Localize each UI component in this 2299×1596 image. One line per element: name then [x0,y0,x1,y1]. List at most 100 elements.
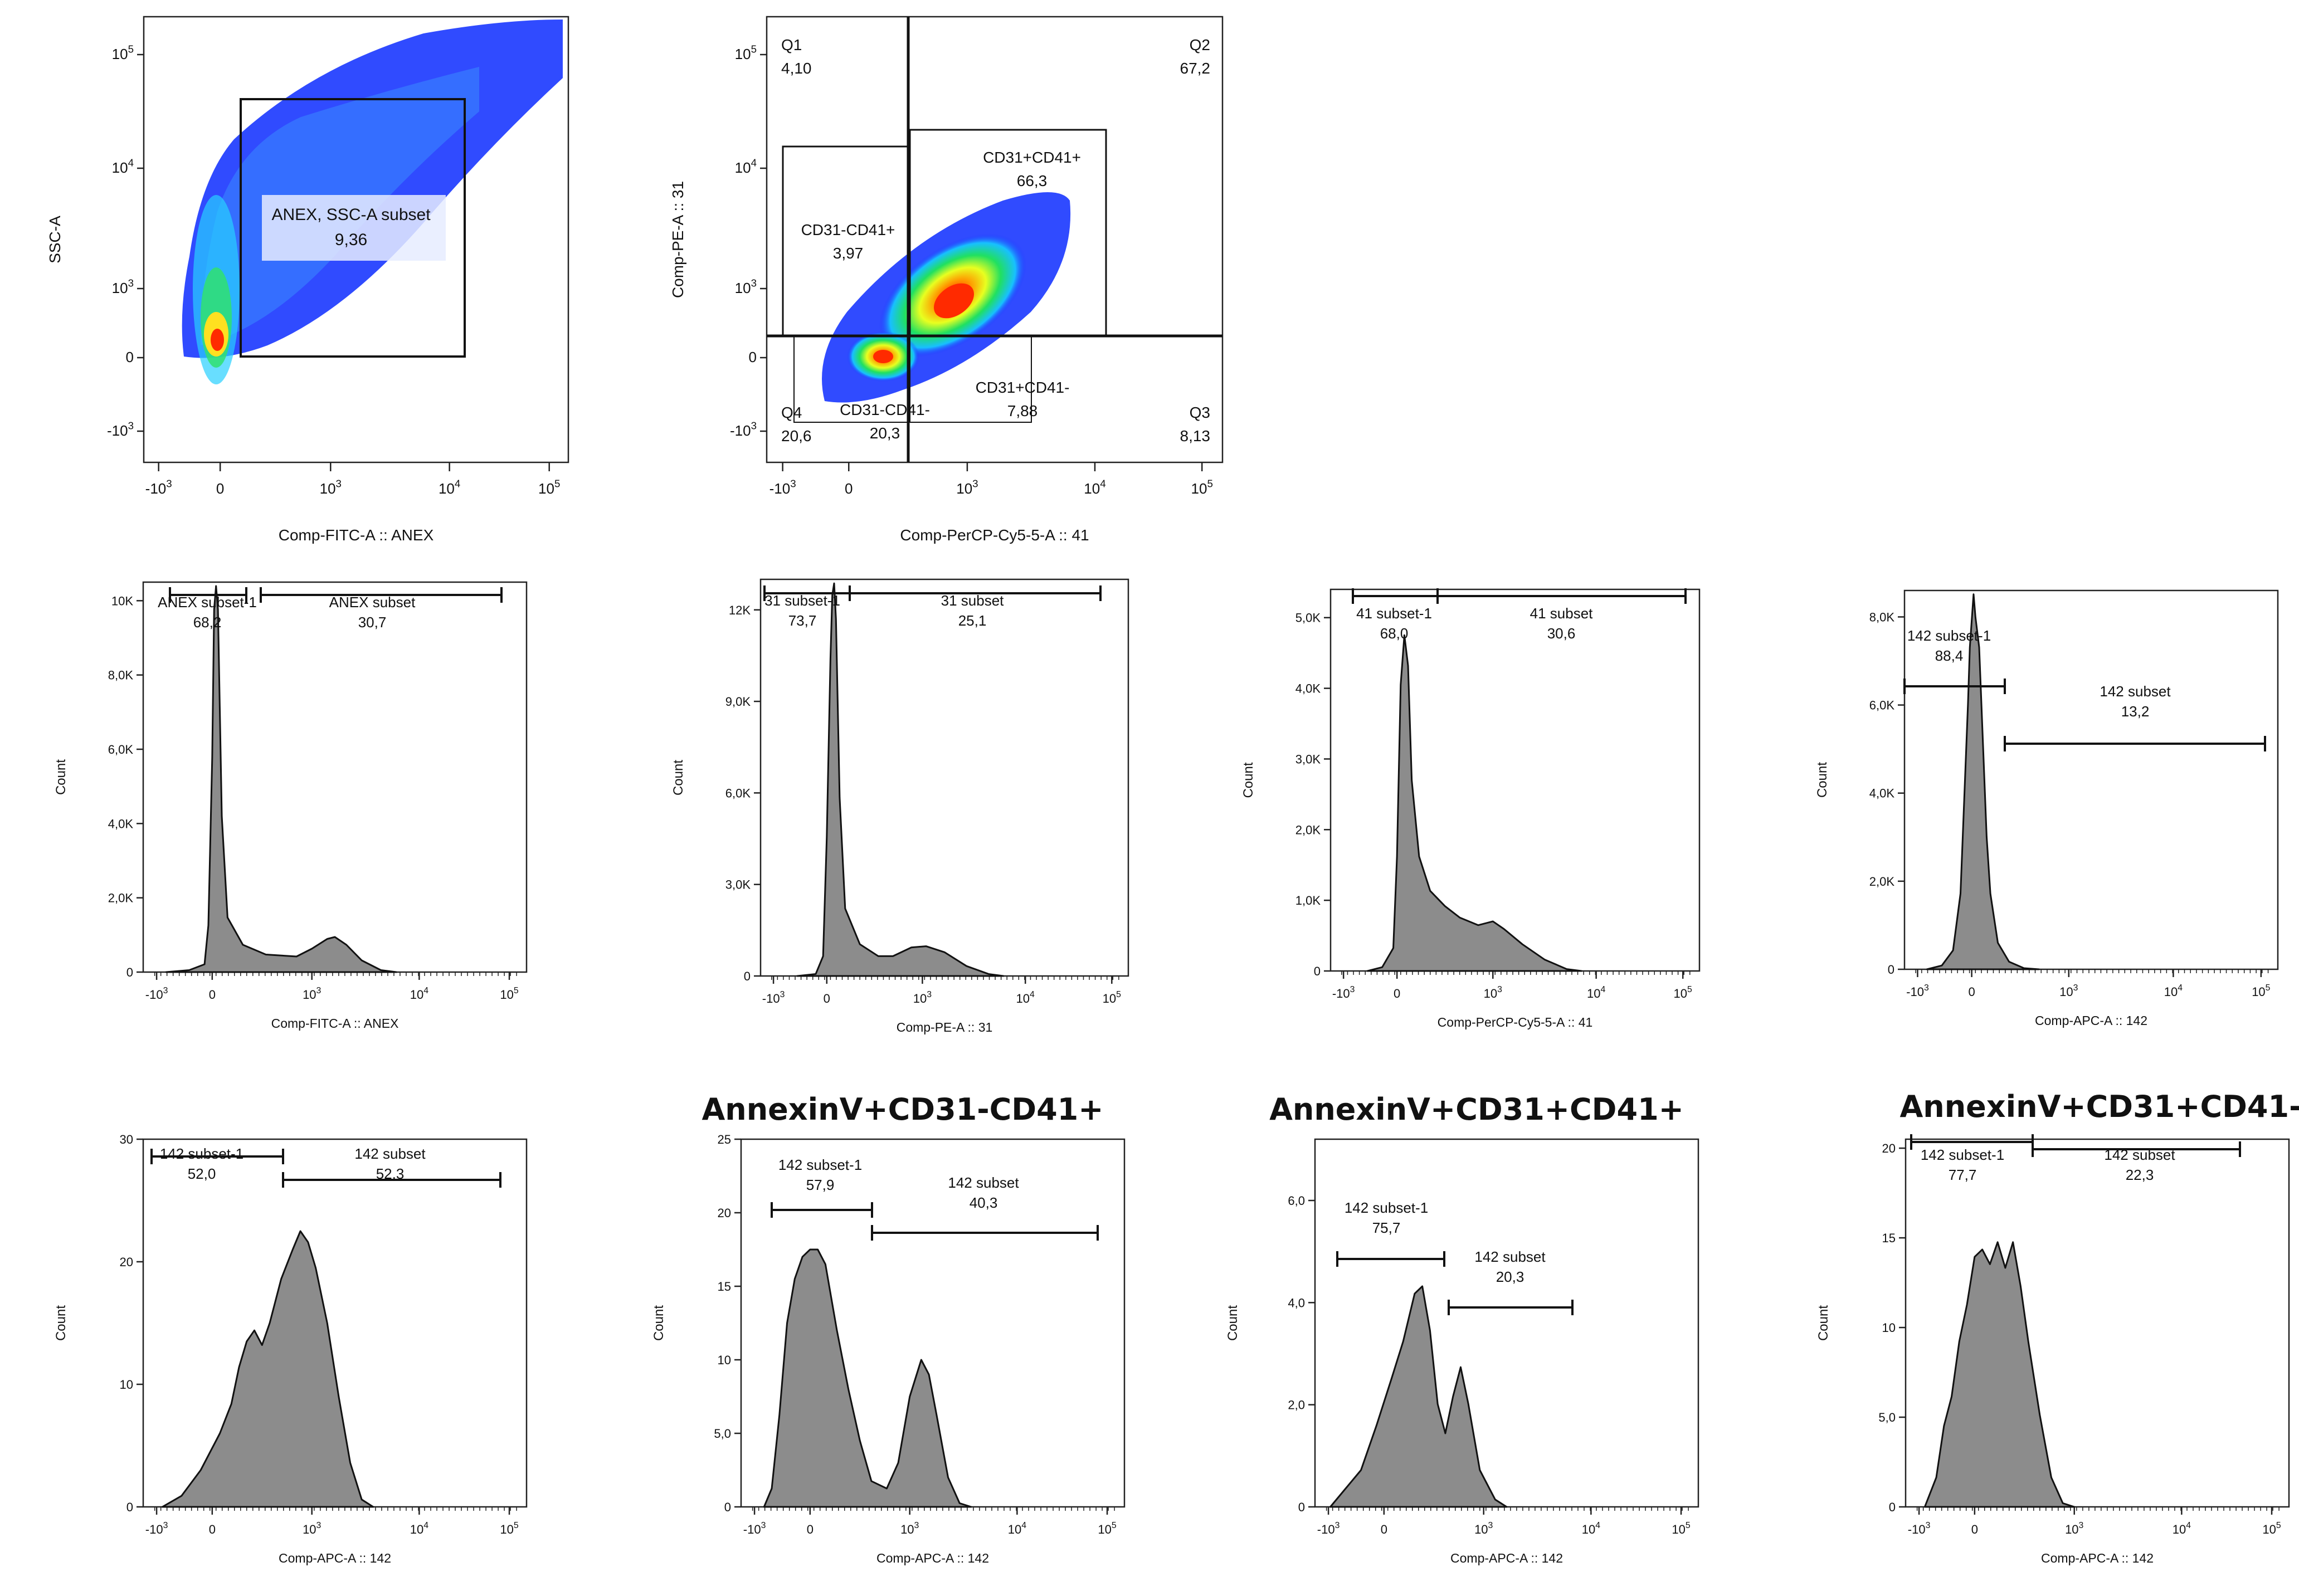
x-tick-label: 105 [2252,983,2270,999]
x-tick-label: -103 [743,1521,766,1536]
y-tick-label: 10 [120,1378,133,1392]
y-tick-label: 15 [1882,1231,1896,1245]
x-tick-label: 105 [500,1521,518,1536]
histogram-area [796,582,1005,977]
histogram-area [1926,593,2040,970]
histogram-area [161,1230,374,1508]
x-tick-label: 0 [216,480,224,497]
y-tick-label: 3,0K [1295,752,1321,766]
x-tick-label: 104 [1084,477,1105,497]
quadrant-value: 4,10 [781,60,812,77]
y-tick-label: 5,0 [714,1427,731,1441]
gate-value: 9,36 [335,231,367,249]
gate-name: 142 subset [948,1174,1019,1191]
x-tick-label: 0 [209,1522,216,1536]
gate-rectangle [240,98,466,358]
gate-name: 31 subset-1 [764,592,840,609]
x-tick-label: 104 [2173,1521,2191,1536]
y-tick-label: 0 [126,1500,133,1514]
x-tick-label: 104 [410,986,428,1002]
y-tick-label: 8,0K [1869,610,1895,624]
y-tick-label: 6,0K [1869,699,1895,712]
y-axis-label: Count [53,1305,69,1341]
gate-label-bg [262,195,446,261]
x-tick-label: 0 [209,988,216,1002]
y-tick-label: 5,0 [1878,1410,1896,1424]
x-tick-label: 104 [1582,1521,1600,1536]
y-tick-label: 0 [1298,1500,1305,1514]
gate-value: 73,7 [788,612,817,629]
y-tick-label: 9,0K [725,695,751,709]
x-tick-label: 103 [303,1521,321,1536]
y-tick-label: 0 [1314,964,1321,978]
y-tick-label: 1,0K [1295,894,1321,907]
y-tick-label: 103 [112,277,134,296]
x-tick-label: 0 [807,1522,814,1536]
y-tick-label: 4,0 [1288,1296,1305,1310]
gate-value: 13,2 [2121,703,2150,720]
x-tick-label: 105 [1103,990,1121,1006]
x-axis-label: Comp-FITC-A :: ANEX [279,526,434,544]
quadrant-name: Q3 [1190,404,1210,421]
x-tick-label: -103 [145,986,168,1002]
y-tick-label: 6,0K [108,743,134,756]
y-tick-label: 20 [1882,1141,1896,1155]
gate-name: 142 subset [2104,1146,2175,1163]
plot-frame [1905,1138,2290,1508]
x-axis-label: Comp-PerCP-Cy5-5-A :: 41 [900,526,1089,544]
gate-name: CD31-CD41- [840,401,930,418]
gate-name: ANEX, SSC-A subset [271,206,431,224]
x-tick-label: 0 [824,992,830,1006]
y-axis-label: Count [1241,762,1256,798]
gate-name: CD31+CD41- [976,379,1070,396]
y-tick-label: 3,0K [725,878,751,892]
panel-title: AnnexinV+CD31-CD41+ [702,1092,1104,1127]
y-tick-label: -103 [730,419,757,439]
quadrant-name: Q1 [781,36,802,53]
gate-value: 88,4 [1935,647,1964,664]
gate-value: 20,3 [1496,1268,1524,1285]
y-tick-label: 104 [112,157,134,176]
x-tick-label: -103 [145,1521,168,1536]
y-axis-label: SSC-A [46,216,64,263]
quadrant-name: Q4 [781,404,802,421]
y-tick-label: 4,0K [1869,787,1895,801]
gate-name: ANEX subset [329,594,416,611]
y-tick-label: 25 [718,1133,731,1146]
y-tick-label: 105 [112,43,134,62]
histogram-area [1366,634,1582,972]
y-tick-label: 0 [1889,1500,1896,1514]
y-axis-label: Count [1816,1305,1831,1341]
x-tick-label: 103 [900,1521,919,1536]
x-tick-label: 105 [1674,985,1692,1000]
gate-value: 52,0 [188,1165,216,1182]
y-axis-label: Comp-PE-A :: 31 [669,181,686,298]
gate-value: 40,3 [970,1194,998,1211]
gate-name: 41 subset [1530,605,1594,622]
x-tick-label: 0 [1971,1522,1978,1536]
gate-value: 3,97 [833,245,864,262]
scatter-density [933,283,975,319]
gate-name: CD31+CD41+ [983,149,1081,166]
y-tick-label: 6,0 [1288,1194,1305,1208]
x-axis-label: Comp-APC-A :: 142 [2035,1013,2147,1028]
y-tick-label: 20 [120,1255,133,1269]
x-tick-label: 105 [1672,1521,1690,1536]
scatter-density [873,350,893,363]
y-tick-label: 104 [735,157,757,176]
x-axis-label: Comp-APC-A :: 142 [876,1551,989,1565]
gate-name: 41 subset-1 [1356,605,1432,622]
gate-name: 142 subset-1 [1921,1146,2004,1163]
y-tick-label: 8,0K [108,668,134,682]
x-tick-label: 0 [1394,987,1400,1000]
x-tick-label: 103 [2065,1521,2083,1536]
plot-frame [1903,589,2279,970]
y-axis-label: Count [1815,762,1830,798]
x-tick-label: 0 [1968,985,1975,999]
y-axis-label: Count [1225,1305,1240,1341]
x-tick-label: 104 [410,1521,428,1536]
quadrant-value: 20,6 [781,427,812,445]
x-axis-label: Comp-PE-A :: 31 [897,1020,993,1034]
